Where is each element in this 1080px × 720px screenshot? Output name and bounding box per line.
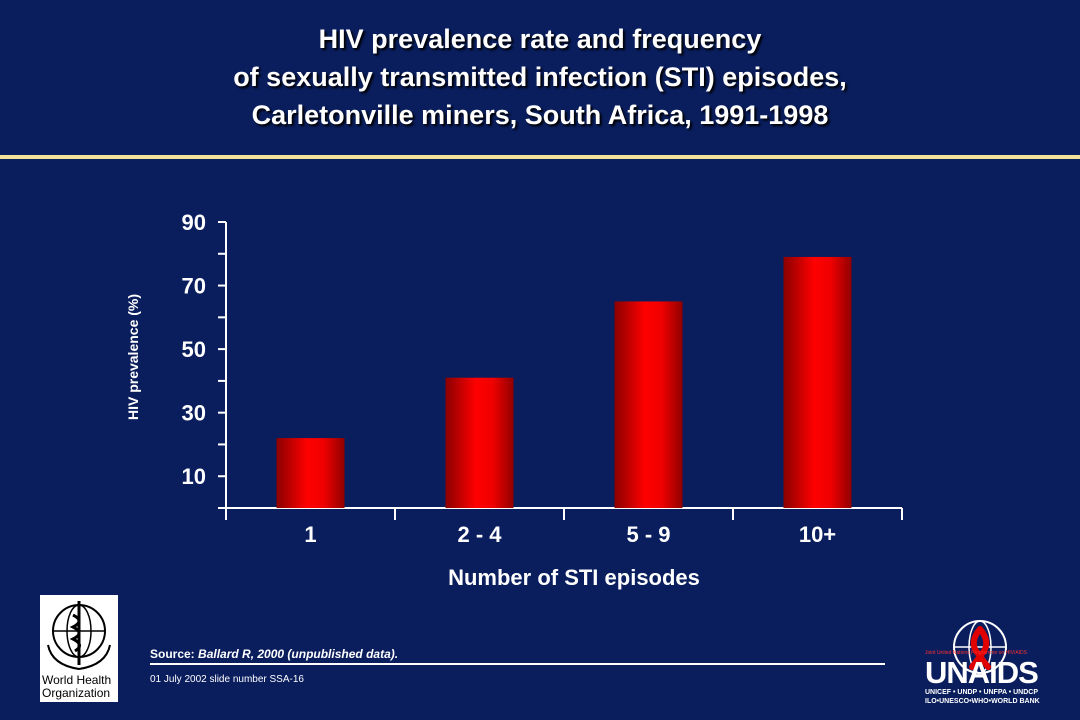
unaids-subtext: UNICEF • UNDP • UNFPA • UNDCP ILO•UNESCO… bbox=[925, 689, 1040, 705]
y-tick-label: 70 bbox=[182, 274, 206, 299]
source-label: Source: bbox=[150, 647, 195, 661]
title-line-1: HIV prevalence rate and frequency bbox=[318, 24, 762, 54]
bar bbox=[614, 301, 683, 508]
chart-labels: 10 30 50 70 90 1 2 - 4 5 - 9 10+ HIV prevalence (… bbox=[125, 210, 836, 590]
un-emblem-icon bbox=[953, 620, 1007, 674]
y-tick-label: 50 bbox=[182, 337, 206, 362]
bar bbox=[783, 256, 852, 508]
bar bbox=[445, 377, 514, 508]
x-tick-label: 2 - 4 bbox=[457, 522, 502, 547]
x-axis-label: Number of STI episodes bbox=[448, 565, 700, 590]
who-emblem-icon bbox=[47, 601, 111, 671]
unaids-tagline: Joint United Nations Programme on HIV/AI… bbox=[925, 650, 1027, 656]
y-tick-label: 90 bbox=[182, 210, 206, 235]
bar bbox=[276, 438, 345, 508]
chart-bars bbox=[276, 256, 852, 508]
source-text: Ballard R, 2000 (unpublished data). bbox=[198, 647, 399, 661]
x-tick-label: 5 - 9 bbox=[626, 522, 670, 547]
title-line-2: of sexually transmitted infection (STI) … bbox=[233, 62, 847, 92]
slide-title: HIV prevalence rate and frequency of sex… bbox=[40, 20, 1040, 134]
who-logo: World Health Organization bbox=[40, 595, 118, 702]
y-tick-label: 10 bbox=[182, 464, 206, 489]
slide-footer: 01 July 2002 slide number SSA-16 bbox=[150, 674, 304, 685]
title-line-3: Carletonville miners, South Africa, 1991… bbox=[251, 100, 829, 130]
y-tick-label: 30 bbox=[182, 401, 206, 426]
source-divider bbox=[150, 663, 885, 665]
source-note: Source: Ballard R, 2000 (unpublished dat… bbox=[150, 647, 398, 661]
x-tick-label: 1 bbox=[304, 522, 316, 547]
who-logo-text: World Health Organization bbox=[42, 673, 112, 700]
unaids-logo-text: UNAIDS bbox=[925, 655, 1039, 690]
title-divider bbox=[0, 155, 1080, 159]
x-tick-label: 10+ bbox=[799, 522, 836, 547]
y-axis-label: HIV prevalence (%) bbox=[125, 294, 141, 420]
